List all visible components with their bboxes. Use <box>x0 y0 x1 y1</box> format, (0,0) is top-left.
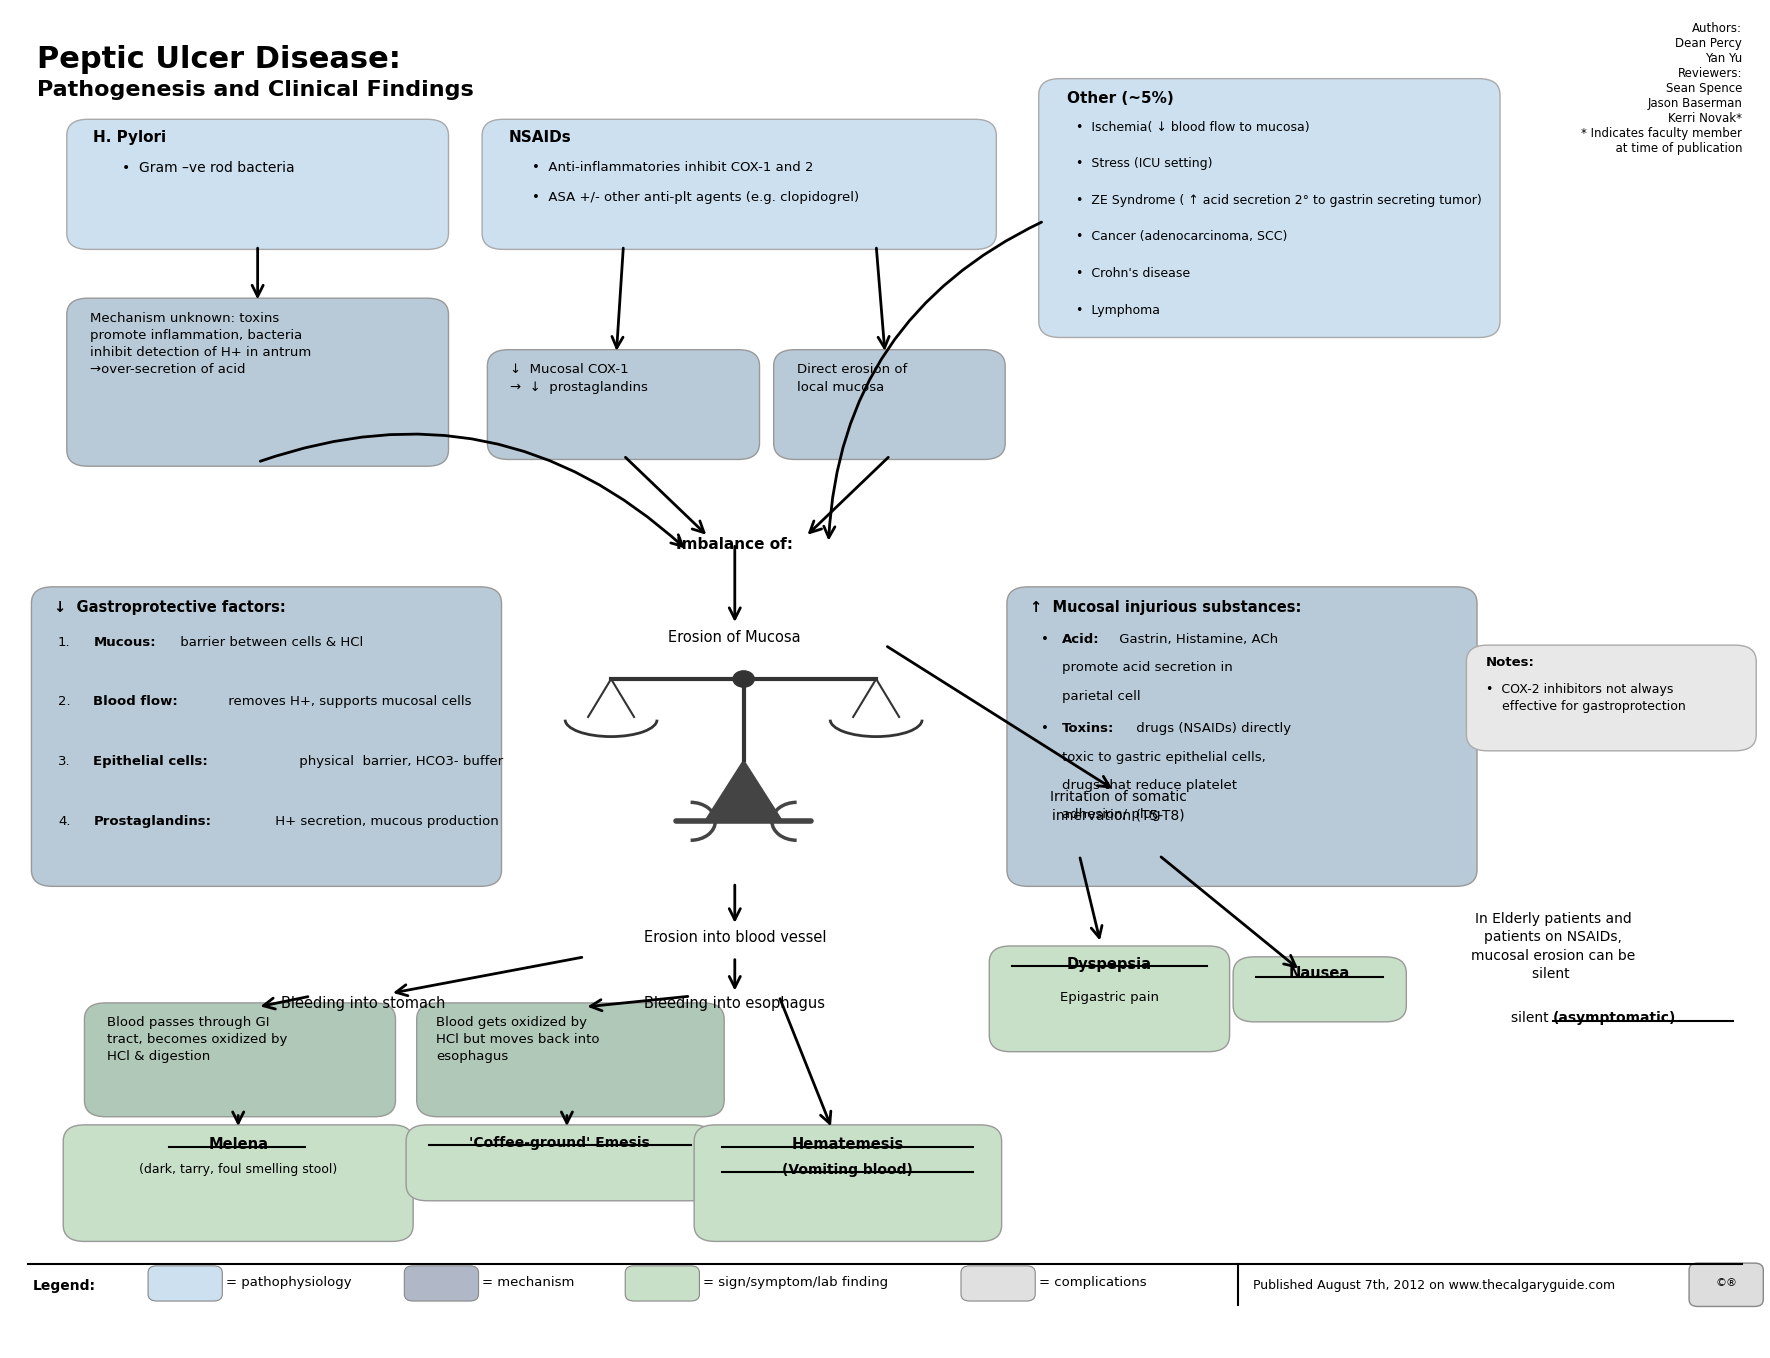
Text: ↓  Mucosal COX-1
→  ↓  prostaglandins: ↓ Mucosal COX-1 → ↓ prostaglandins <box>510 363 648 394</box>
Text: H+ secretion, mucous production: H+ secretion, mucous production <box>271 815 499 827</box>
Text: •  ASA +/- other anti-plt agents (e.g. clopidogrel): • ASA +/- other anti-plt agents (e.g. cl… <box>531 191 858 204</box>
Text: •  COX-2 inhibitors not always
    effective for gastroprotection: • COX-2 inhibitors not always effective … <box>1485 683 1685 713</box>
FancyBboxPatch shape <box>1234 957 1407 1021</box>
FancyBboxPatch shape <box>149 1266 223 1301</box>
Text: = sign/symptom/lab finding: = sign/symptom/lab finding <box>703 1275 889 1289</box>
Text: Gastrin, Histamine, ACh: Gastrin, Histamine, ACh <box>1115 633 1278 646</box>
Circle shape <box>733 671 754 687</box>
Text: Dyspepsia: Dyspepsia <box>1067 957 1152 972</box>
Text: (Vomiting blood): (Vomiting blood) <box>782 1162 913 1177</box>
Text: silent: silent <box>1512 1010 1552 1025</box>
Text: parietal cell: parietal cell <box>1062 690 1140 703</box>
FancyBboxPatch shape <box>1007 587 1476 887</box>
Text: •  Anti-inflammatories inhibit COX-1 and 2: • Anti-inflammatories inhibit COX-1 and … <box>531 162 812 174</box>
FancyBboxPatch shape <box>85 1004 395 1116</box>
FancyBboxPatch shape <box>67 120 448 250</box>
FancyBboxPatch shape <box>64 1124 412 1241</box>
Text: Mucous:: Mucous: <box>94 636 156 649</box>
FancyArrowPatch shape <box>260 435 683 546</box>
Text: •  Ischemia( ↓ blood flow to mucosa): • Ischemia( ↓ blood flow to mucosa) <box>1076 121 1310 133</box>
Text: Bleeding into stomach: Bleeding into stomach <box>281 997 446 1012</box>
FancyBboxPatch shape <box>1039 79 1499 338</box>
Text: drugs (NSAIDs) directly: drugs (NSAIDs) directly <box>1133 722 1292 736</box>
Text: Direct erosion of
local mucosa: Direct erosion of local mucosa <box>796 363 906 394</box>
Text: = complications: = complications <box>1039 1275 1147 1289</box>
Text: Other (~5%): Other (~5%) <box>1067 91 1174 106</box>
Text: = pathophysiology: = pathophysiology <box>227 1275 352 1289</box>
FancyBboxPatch shape <box>773 349 1005 459</box>
Text: removes H+, supports mucosal cells: removes H+, supports mucosal cells <box>223 695 471 709</box>
Text: ↑  Mucosal injurious substances:: ↑ Mucosal injurious substances: <box>1030 600 1301 615</box>
Text: Mechanism unknown: toxins
promote inflammation, bacteria
inhibit detection of H+: Mechanism unknown: toxins promote inflam… <box>90 312 312 376</box>
Text: H. Pylori: H. Pylori <box>94 130 166 145</box>
Text: (dark, tarry, foul smelling stool): (dark, tarry, foul smelling stool) <box>140 1162 338 1176</box>
Text: In Elderly patients and
patients on NSAIDs,
mucosal erosion can be
silent: In Elderly patients and patients on NSAI… <box>1471 913 1635 982</box>
FancyBboxPatch shape <box>67 299 448 466</box>
Polygon shape <box>704 760 782 822</box>
Text: 'Coffee-ground' Emesis: 'Coffee-ground' Emesis <box>469 1135 650 1150</box>
Text: Hematemesis: Hematemesis <box>791 1137 904 1152</box>
Text: ©®: ©® <box>1715 1278 1736 1289</box>
Text: Irritation of somatic
innervation (T5-T8): Irritation of somatic innervation (T5-T8… <box>1050 790 1186 823</box>
Text: adhesion/ plug: adhesion/ plug <box>1062 808 1161 820</box>
Text: 4.: 4. <box>58 815 71 827</box>
Text: 2.: 2. <box>58 695 71 709</box>
Text: •  Cancer (adenocarcinoma, SCC): • Cancer (adenocarcinoma, SCC) <box>1076 231 1287 243</box>
Text: Prostaglandins:: Prostaglandins: <box>94 815 211 827</box>
FancyBboxPatch shape <box>405 1124 713 1200</box>
Text: NSAIDs: NSAIDs <box>508 130 572 145</box>
Text: •: • <box>1041 633 1048 646</box>
Text: Bleeding into esophagus: Bleeding into esophagus <box>644 997 825 1012</box>
FancyArrowPatch shape <box>887 646 1110 788</box>
Text: Erosion of Mucosa: Erosion of Mucosa <box>669 630 802 645</box>
FancyBboxPatch shape <box>989 947 1230 1051</box>
FancyBboxPatch shape <box>32 587 501 887</box>
Text: Blood gets oxidized by
HCl but moves back into
esophagus: Blood gets oxidized by HCl but moves bac… <box>435 1016 600 1063</box>
Text: Melena: Melena <box>209 1137 269 1152</box>
FancyBboxPatch shape <box>481 120 997 250</box>
Text: Epithelial cells:: Epithelial cells: <box>94 755 209 767</box>
FancyBboxPatch shape <box>1689 1263 1763 1306</box>
Text: •: • <box>1041 722 1048 736</box>
Text: Erosion into blood vessel: Erosion into blood vessel <box>644 930 827 945</box>
Text: •  ZE Syndrome ( ↑ acid secretion 2° to gastrin secreting tumor): • ZE Syndrome ( ↑ acid secretion 2° to g… <box>1076 194 1481 206</box>
Text: Epigastric pain: Epigastric pain <box>1060 991 1159 1004</box>
Text: Blood flow:: Blood flow: <box>94 695 179 709</box>
Text: barrier between cells & HCl: barrier between cells & HCl <box>177 636 363 649</box>
Text: (asymptomatic): (asymptomatic) <box>1552 1010 1676 1025</box>
Text: Nausea: Nausea <box>1289 967 1351 982</box>
FancyBboxPatch shape <box>416 1004 724 1116</box>
Text: ↓  Gastroprotective factors:: ↓ Gastroprotective factors: <box>55 600 287 615</box>
Text: Notes:: Notes: <box>1485 656 1535 669</box>
FancyBboxPatch shape <box>694 1124 1002 1241</box>
Text: Blood passes through GI
tract, becomes oxidized by
HCl & digestion: Blood passes through GI tract, becomes o… <box>108 1016 289 1063</box>
FancyBboxPatch shape <box>1466 645 1756 751</box>
Text: Legend:: Legend: <box>34 1279 96 1293</box>
FancyBboxPatch shape <box>961 1266 1035 1301</box>
Text: Authors:
Dean Percy
Yan Yu
Reviewers:
Sean Spence
Jason Baserman
Kerri Novak*
* : Authors: Dean Percy Yan Yu Reviewers: Se… <box>1581 22 1742 155</box>
Text: Published August 7th, 2012 on www.thecalgaryguide.com: Published August 7th, 2012 on www.thecal… <box>1253 1279 1614 1293</box>
Text: Pathogenesis and Clinical Findings: Pathogenesis and Clinical Findings <box>37 80 474 100</box>
FancyBboxPatch shape <box>404 1266 478 1301</box>
Text: physical  barrier, HCO3- buffer: physical barrier, HCO3- buffer <box>294 755 503 767</box>
Text: = mechanism: = mechanism <box>481 1275 575 1289</box>
FancyBboxPatch shape <box>487 349 759 459</box>
Text: promote acid secretion in: promote acid secretion in <box>1062 661 1232 675</box>
Text: drugs that reduce platelet: drugs that reduce platelet <box>1062 779 1237 792</box>
FancyArrowPatch shape <box>823 223 1041 538</box>
Text: •  Stress (ICU setting): • Stress (ICU setting) <box>1076 158 1212 170</box>
Text: 1.: 1. <box>58 636 71 649</box>
Text: 3.: 3. <box>58 755 71 767</box>
Text: Acid:: Acid: <box>1062 633 1099 646</box>
Text: Imbalance of:: Imbalance of: <box>676 536 793 551</box>
Text: Peptic Ulcer Disease:: Peptic Ulcer Disease: <box>37 45 400 73</box>
Text: •  Lymphoma: • Lymphoma <box>1076 304 1159 316</box>
Text: •  Gram –ve rod bacteria: • Gram –ve rod bacteria <box>122 162 294 175</box>
FancyBboxPatch shape <box>625 1266 699 1301</box>
Text: Toxins:: Toxins: <box>1062 722 1113 736</box>
Text: toxic to gastric epithelial cells,: toxic to gastric epithelial cells, <box>1062 751 1266 763</box>
Text: •  Crohn's disease: • Crohn's disease <box>1076 268 1189 280</box>
